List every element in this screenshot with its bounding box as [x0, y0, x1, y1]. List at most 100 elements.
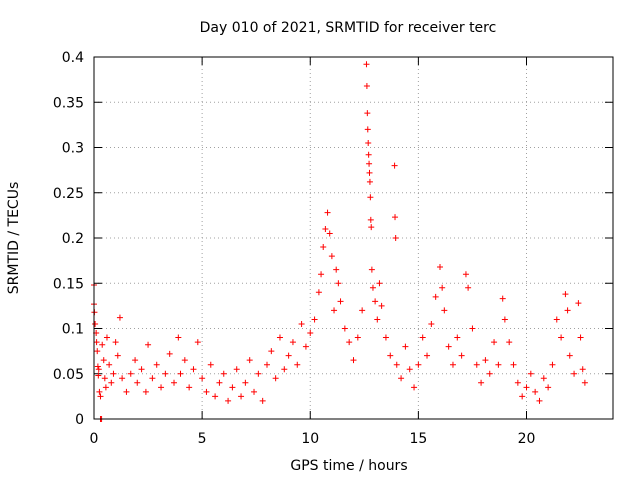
- data-point: [251, 388, 258, 395]
- data-point: [462, 271, 469, 278]
- data-point: [285, 352, 292, 359]
- y-tick-label: 0.4: [62, 50, 84, 66]
- data-point: [445, 343, 452, 350]
- data-point: [289, 339, 296, 346]
- data-point: [454, 334, 461, 341]
- data-point: [199, 375, 206, 382]
- data-point: [307, 330, 314, 337]
- data-point: [368, 266, 375, 273]
- data-point: [318, 271, 325, 278]
- data-point: [374, 316, 381, 323]
- data-point: [406, 366, 413, 373]
- data-point: [324, 209, 331, 216]
- data-point: [562, 291, 569, 298]
- x-axis-label: GPS time / hours: [290, 458, 407, 474]
- data-point: [328, 253, 335, 260]
- data-point: [171, 379, 178, 386]
- data-point: [398, 375, 405, 382]
- axis-ticks: 0 0.05 0.1 0.15 0.2 0.25 0.3 0.35 0.4 0 5 10 15 20: [53, 50, 613, 447]
- data-point: [564, 307, 571, 314]
- data-point: [255, 370, 262, 377]
- data-point: [272, 375, 279, 382]
- data-point: [102, 384, 109, 391]
- data-point: [153, 361, 160, 368]
- data-point: [341, 325, 348, 332]
- data-point: [367, 194, 374, 201]
- data-point: [378, 302, 385, 309]
- data-point: [366, 178, 373, 185]
- data-point: [94, 348, 101, 355]
- x-tick-label: 5: [198, 431, 207, 447]
- data-point: [354, 334, 361, 341]
- data-point: [367, 216, 374, 223]
- data-point: [335, 280, 342, 287]
- data-point: [432, 293, 439, 300]
- data-point: [549, 361, 556, 368]
- data-point: [242, 379, 249, 386]
- data-point: [510, 361, 517, 368]
- data-point: [359, 307, 366, 314]
- data-point: [366, 169, 373, 176]
- data-point: [392, 214, 399, 221]
- data-point: [216, 379, 223, 386]
- data-point: [194, 339, 201, 346]
- data-point: [203, 388, 210, 395]
- data-point: [411, 384, 418, 391]
- x-tick-label: 10: [301, 431, 319, 447]
- data-point: [458, 352, 465, 359]
- data-point: [92, 320, 99, 327]
- data-point: [281, 366, 288, 373]
- data-point: [545, 384, 552, 391]
- data-point: [264, 361, 270, 368]
- data-point: [536, 397, 543, 404]
- chart-title: Day 010 of 2021, SRMTID for receiver ter…: [200, 20, 497, 36]
- data-point: [132, 357, 139, 364]
- data-point: [499, 295, 506, 302]
- data-point: [491, 339, 498, 346]
- data-point: [391, 162, 398, 169]
- data-point: [523, 384, 530, 391]
- data-point: [268, 348, 275, 355]
- data-point: [506, 339, 513, 346]
- data-point: [315, 289, 322, 296]
- data-point: [114, 352, 121, 359]
- data-point: [134, 379, 141, 386]
- data-point: [311, 316, 318, 323]
- data-point: [486, 370, 493, 377]
- data-point: [100, 357, 107, 364]
- data-point: [123, 388, 130, 395]
- data-point: [229, 384, 236, 391]
- y-tick-label: 0.1: [62, 322, 84, 338]
- data-point: [97, 393, 104, 400]
- data-point: [145, 341, 152, 348]
- data-point: [372, 298, 379, 305]
- plot-frame: [93, 56, 614, 420]
- x-tick-label: 0: [90, 431, 99, 447]
- data-point: [365, 151, 372, 158]
- data-point: [158, 384, 165, 391]
- data-point: [540, 375, 547, 382]
- data-point: [369, 284, 376, 291]
- data-point: [366, 160, 373, 167]
- data-point: [276, 334, 283, 341]
- data-point: [376, 280, 383, 287]
- data-point: [363, 82, 370, 89]
- data-point: [382, 334, 389, 341]
- data-point: [112, 339, 119, 346]
- data-point: [333, 266, 340, 273]
- y-tick-label: 0.25: [53, 186, 84, 202]
- data-point: [106, 361, 113, 368]
- data-point: [415, 361, 422, 368]
- data-point: [331, 307, 338, 314]
- data-point: [449, 361, 456, 368]
- data-point: [441, 307, 448, 314]
- data-point: [501, 316, 508, 323]
- data-point: [99, 341, 106, 348]
- data-point: [207, 361, 214, 368]
- y-axis-label: SRMTID / TECUs: [6, 182, 22, 295]
- y-tick-label: 0.15: [53, 276, 84, 292]
- data-point: [473, 361, 480, 368]
- data-point: [233, 366, 240, 373]
- data-point: [365, 139, 372, 146]
- data-point: [350, 357, 357, 364]
